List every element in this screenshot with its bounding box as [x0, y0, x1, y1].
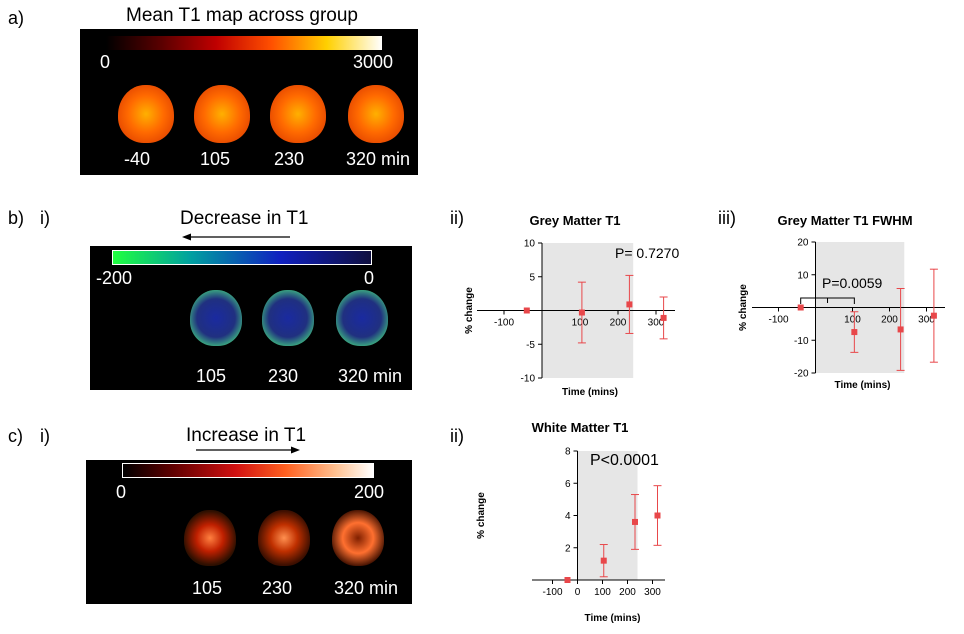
time-label: 230	[268, 366, 299, 386]
brain-slice-a1	[118, 85, 174, 143]
colorbar-min-label: 0	[100, 52, 111, 72]
brain-slice-c3	[332, 510, 384, 566]
time-label: 105	[200, 149, 231, 169]
colorbar-max-label: 0	[364, 268, 375, 288]
panel-b-image: -200 0 105 230 320 min	[90, 246, 412, 390]
time-label: 230	[274, 149, 305, 169]
brain-slice-b2	[262, 290, 314, 346]
data-point	[523, 307, 530, 314]
time-label: 320 min	[338, 366, 403, 386]
data-point	[632, 518, 638, 525]
x-tick-label: 100	[594, 587, 611, 598]
p-value-annotation: P= 0.7270	[615, 245, 679, 261]
panel-label-b: b)	[8, 208, 25, 228]
x-axis-label: Time (mins)	[835, 380, 891, 391]
y-tick-label: 10	[524, 239, 536, 250]
colorbar-min-label: -200	[96, 268, 133, 288]
time-label: -40	[124, 149, 151, 169]
colorbar-max-label: 3000	[353, 52, 394, 72]
time-label: 105	[192, 578, 223, 598]
x-tick-label: -100	[768, 315, 788, 326]
x-tick-label: 300	[644, 587, 661, 598]
colorbar-min-label: 0	[116, 482, 127, 502]
data-point	[897, 326, 904, 333]
data-point	[654, 512, 661, 519]
y-tick-label: 8	[565, 447, 571, 458]
time-label: 105	[196, 366, 227, 386]
data-point	[660, 314, 667, 321]
panel-a-title: Mean T1 map across group	[126, 5, 358, 26]
y-tick-label: 6	[565, 479, 571, 490]
y-tick-label: -10	[794, 336, 809, 347]
significance-bracket	[800, 297, 855, 304]
x-tick-label: 300	[918, 315, 935, 326]
data-point	[578, 309, 585, 316]
panel-label-b-i: i)	[40, 208, 50, 228]
x-tick-label: 200	[881, 315, 898, 326]
y-tick-label: 10	[797, 270, 809, 281]
panel-c-image: 0 200 105 230 320 min	[86, 460, 412, 604]
right-arrow	[196, 446, 300, 454]
panel-c-title: Increase in T1	[186, 425, 307, 446]
brain-slice-b1	[190, 290, 242, 346]
y-axis-label: % change	[476, 492, 487, 539]
data-point	[851, 329, 858, 336]
data-point	[930, 312, 937, 319]
y-tick-label: -10	[521, 374, 536, 385]
data-point	[564, 577, 571, 583]
increase-colorbar	[122, 463, 374, 478]
chart-title: White Matter T1	[532, 420, 629, 435]
x-axis-label: Time (mins)	[562, 387, 618, 398]
brain-slice-c2	[258, 510, 310, 566]
panel-label-c-i: i)	[40, 426, 50, 446]
y-tick-label: 5	[529, 272, 535, 283]
time-label: 320 min	[346, 149, 411, 169]
brain-slice-a2	[194, 85, 250, 143]
x-tick-label: 200	[619, 587, 636, 598]
x-tick-label: 200	[610, 318, 627, 329]
x-tick-label: 100	[572, 318, 589, 329]
brain-slice-a3	[270, 85, 326, 143]
y-tick-label: 2	[565, 543, 571, 554]
panel-label-c-ii: ii)	[450, 426, 464, 446]
x-tick-label: 0	[575, 587, 581, 598]
left-arrow	[182, 233, 290, 241]
brain-slice-b3	[336, 290, 388, 346]
panel-label-b-ii: ii)	[450, 208, 464, 228]
data-point	[797, 304, 804, 311]
y-tick-label: -20	[794, 369, 809, 380]
colorbar-max-label: 200	[354, 482, 385, 502]
data-point	[626, 301, 633, 308]
y-tick-label: 4	[565, 511, 571, 522]
panel-label-c: c)	[8, 426, 23, 446]
decrease-colorbar	[112, 250, 372, 265]
brain-slice-c1	[184, 510, 236, 566]
x-tick-label: -100	[542, 587, 562, 598]
time-label: 320 min	[334, 578, 399, 598]
p-value-annotation: P=0.0059	[822, 275, 883, 291]
t1-colorbar	[106, 36, 382, 50]
y-axis-label: % change	[738, 284, 749, 331]
panel-b-title: Decrease in T1	[180, 208, 309, 229]
grey-matter-t1-chart: Grey Matter T1 -100 100 200 300 -10 -5 5 10 Time …	[464, 213, 679, 398]
x-tick-label: -100	[494, 318, 514, 329]
panel-a-image: 0 3000 -40 105 230 320 min	[80, 29, 418, 175]
shaded-period	[577, 451, 638, 580]
panel-label-a: a)	[8, 8, 25, 28]
chart-title: Grey Matter T1	[529, 213, 620, 228]
p-value-annotation: P<0.0001	[590, 452, 659, 469]
grey-matter-t1-fwhm-chart: Grey Matter T1 FWHM -100 100 200 300 -20 -10 10…	[738, 213, 945, 391]
y-tick-label: -5	[526, 340, 535, 351]
x-tick-label: 100	[844, 315, 861, 326]
brain-slice-a4	[348, 85, 404, 143]
white-matter-t1-chart: White Matter T1 -100 0 100 200 300 2 4 6 8 Time (m…	[476, 420, 665, 624]
y-tick-label: 20	[797, 238, 809, 249]
chart-title: Grey Matter T1 FWHM	[777, 213, 912, 228]
data-point	[600, 557, 607, 564]
x-tick-label: 300	[648, 318, 665, 329]
y-axis-label: % change	[464, 287, 475, 334]
panel-label-b-iii: iii)	[718, 208, 736, 228]
time-label: 230	[262, 578, 293, 598]
x-axis-label: Time (mins)	[585, 613, 641, 624]
